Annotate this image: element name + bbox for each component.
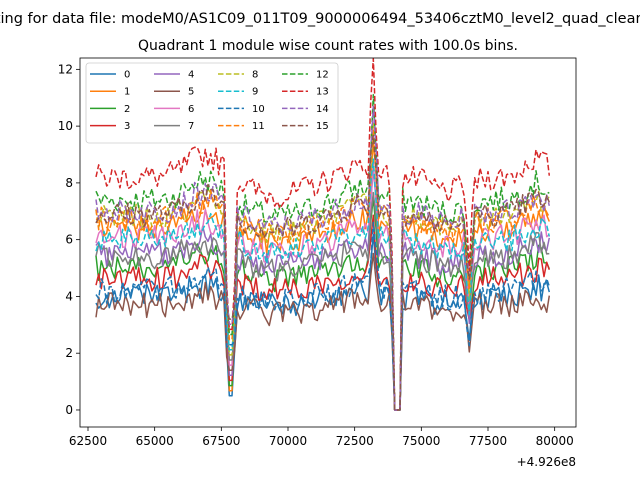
- x-tick-label: 70000: [269, 434, 307, 448]
- series-line-3: [95, 214, 551, 411]
- series-line-7: [95, 191, 550, 411]
- x-tick-label: 77500: [469, 434, 507, 448]
- chart-title: Quadrant 1 module wise count rates with …: [138, 38, 518, 54]
- series-line-5: [95, 252, 551, 411]
- x-tick-label: 72500: [336, 434, 374, 448]
- legend-label-7: 7: [188, 121, 194, 132]
- chart-suptitle: Plotting for data file: modeM0/AS1C09_01…: [0, 11, 640, 27]
- legend-label-11: 11: [252, 121, 265, 132]
- y-tick-label: 8: [65, 176, 73, 190]
- x-tick-label: 65000: [136, 434, 174, 448]
- y-tick-label: 10: [58, 119, 73, 133]
- y-tick-label: 2: [65, 346, 73, 360]
- series-layer: [95, 57, 551, 411]
- legend-box: [85, 62, 339, 144]
- series-line-6: [95, 162, 550, 411]
- y-tick-label: 6: [65, 233, 73, 247]
- legend-label-15: 15: [316, 121, 329, 132]
- x-tick-label: 80000: [536, 434, 574, 448]
- legend-label-8: 8: [252, 70, 258, 81]
- legend-label-3: 3: [124, 121, 130, 132]
- legend-label-4: 4: [188, 70, 194, 81]
- legend-label-1: 1: [124, 87, 130, 98]
- y-tick-label: 0: [65, 403, 73, 417]
- legend-label-2: 2: [124, 104, 130, 115]
- legend-label-10: 10: [252, 104, 265, 115]
- plot-frame: [79, 57, 577, 428]
- series-line-13: [95, 57, 551, 411]
- legend-label-0: 0: [124, 70, 130, 81]
- y-tick-label: 12: [58, 62, 73, 76]
- legend-label-14: 14: [316, 104, 329, 115]
- x-tick-label: 75000: [402, 434, 440, 448]
- legend-label-13: 13: [316, 87, 329, 98]
- x-tick-label: 67500: [202, 434, 240, 448]
- legend-label-6: 6: [188, 104, 194, 115]
- axes-layer: 62500 65000 67500 70000 72500 75000 77500 80000…: [58, 62, 574, 448]
- legend-label-12: 12: [316, 70, 329, 81]
- series-line-15: [95, 134, 550, 411]
- y-tick-label: 4: [65, 289, 73, 303]
- legend-label-5: 5: [188, 87, 194, 98]
- series-line-9: [95, 158, 551, 411]
- legend-label-9: 9: [252, 87, 258, 98]
- series-line-10: [95, 221, 551, 411]
- x-tick-label: 62500: [69, 434, 107, 448]
- x-offset-label: +4.926e8: [517, 455, 576, 469]
